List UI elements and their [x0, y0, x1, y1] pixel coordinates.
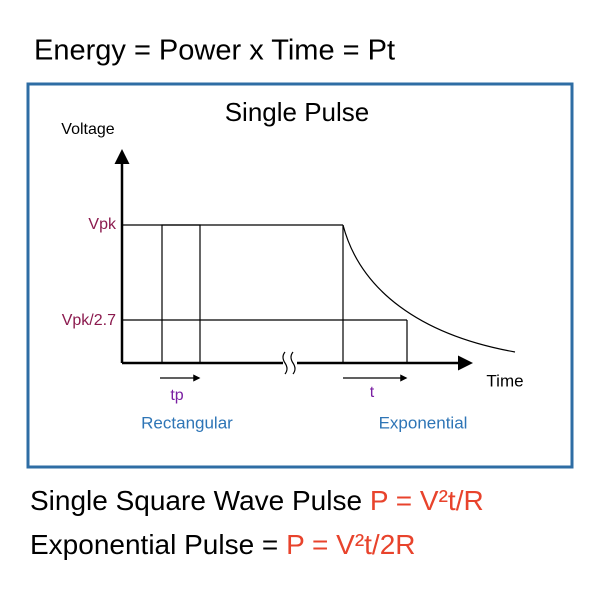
pulse-name: Exponential	[379, 413, 468, 432]
x-axis-label: Time	[486, 371, 523, 390]
y-axis-label: Voltage	[61, 121, 114, 138]
diagram-title: Single Pulse	[225, 97, 370, 127]
level-label: Vpk	[88, 216, 117, 233]
level-label: Vpk/2.7	[62, 312, 116, 329]
exp-curve	[342, 224, 516, 353]
width-label: tp	[170, 387, 183, 404]
width-label: t	[370, 384, 375, 401]
rect-pulse	[161, 224, 201, 364]
formula: P = V²t/2R	[286, 529, 415, 560]
formula: P = V²t/R	[370, 485, 484, 516]
frame	[26, 82, 574, 469]
title: Energy = Power x Time = Pt	[34, 35, 395, 67]
break-marks	[282, 351, 296, 375]
formula-line: Exponential Pulse = P = V²t/2R	[30, 529, 416, 560]
formula-line: Single Square Wave Pulse P = V²t/R	[30, 485, 484, 516]
formula-text: Single Square Wave Pulse	[30, 485, 370, 516]
formula-text: Exponential Pulse =	[30, 529, 286, 560]
pulse-name: Rectangular	[141, 413, 233, 432]
